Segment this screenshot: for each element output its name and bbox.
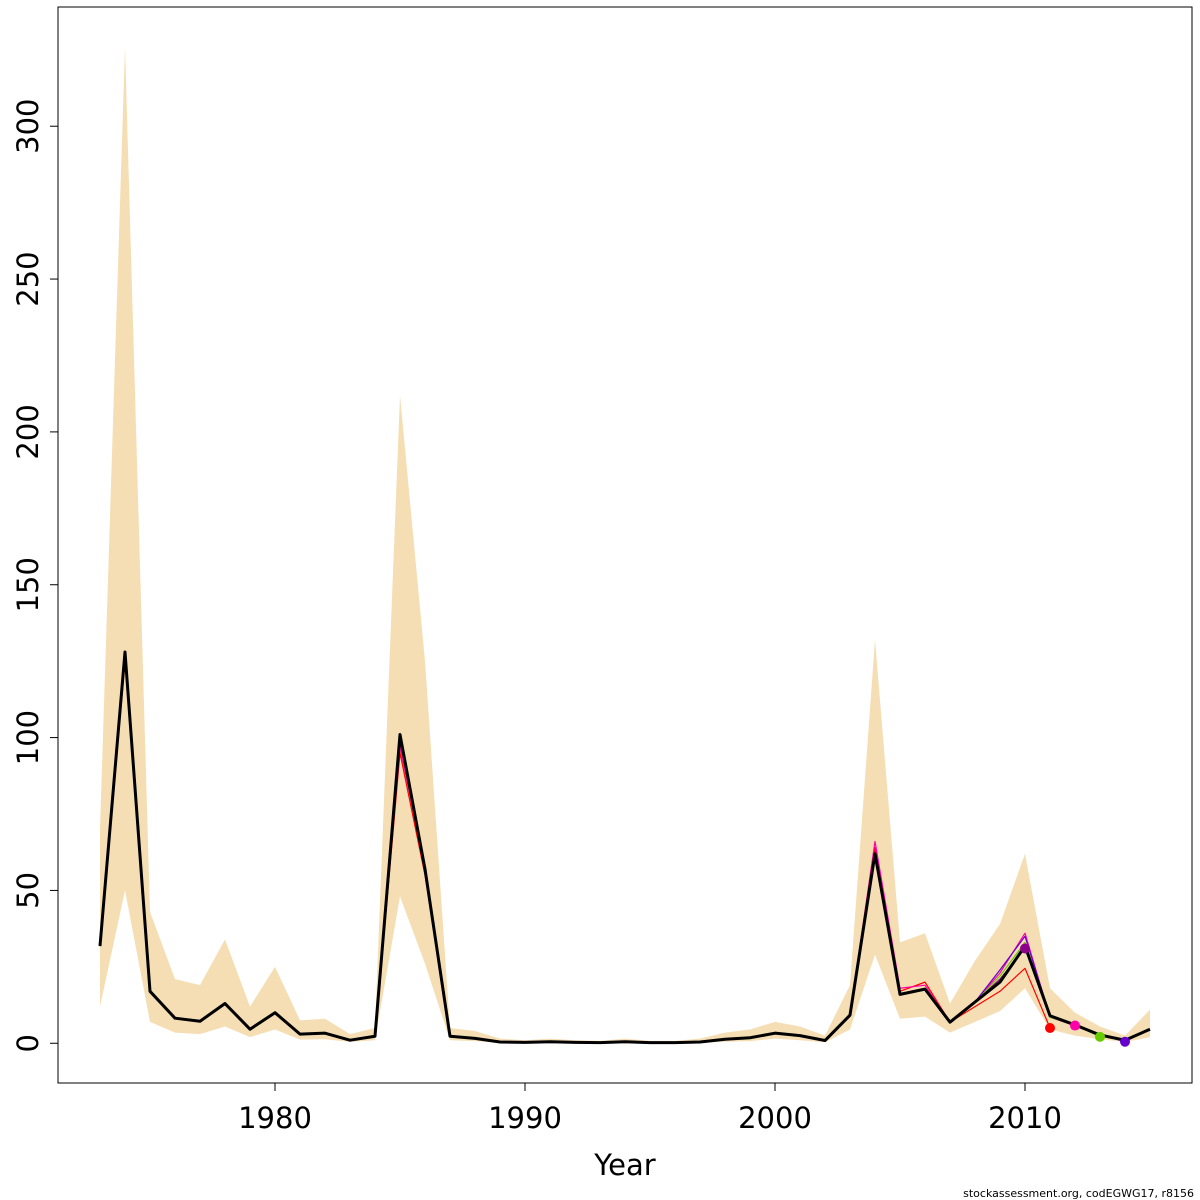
end-point (1020, 943, 1030, 954)
plot-frame (57, 6, 1193, 1084)
x-tick-label: 2010 (988, 1101, 1062, 1135)
end-point (1095, 1031, 1105, 1042)
y-tick-label: 300 (11, 99, 45, 154)
footer: stockassessment.org, codEGWG17, r8156 (963, 1187, 1194, 1200)
x-tick-label: 2000 (738, 1101, 812, 1135)
y-tick-label: 0 (11, 1034, 45, 1052)
series-line (98, 650, 1151, 1045)
x-axis-label: Year (593, 1148, 655, 1182)
y-tick-label: 250 (11, 251, 45, 306)
end-point (1045, 1022, 1055, 1033)
x-tick-label: 1980 (238, 1101, 312, 1135)
y-tick-label: 100 (11, 710, 45, 765)
x-tick-label: 1990 (488, 1101, 562, 1135)
y-tick-label: 150 (11, 557, 45, 612)
end-point (1070, 1020, 1080, 1031)
series-line (99, 651, 1101, 1044)
y-tick-label: 50 (11, 872, 45, 909)
confidence-band (100, 46, 1150, 1043)
y-tick-label: 200 (11, 404, 45, 459)
end-point (1120, 1036, 1130, 1047)
